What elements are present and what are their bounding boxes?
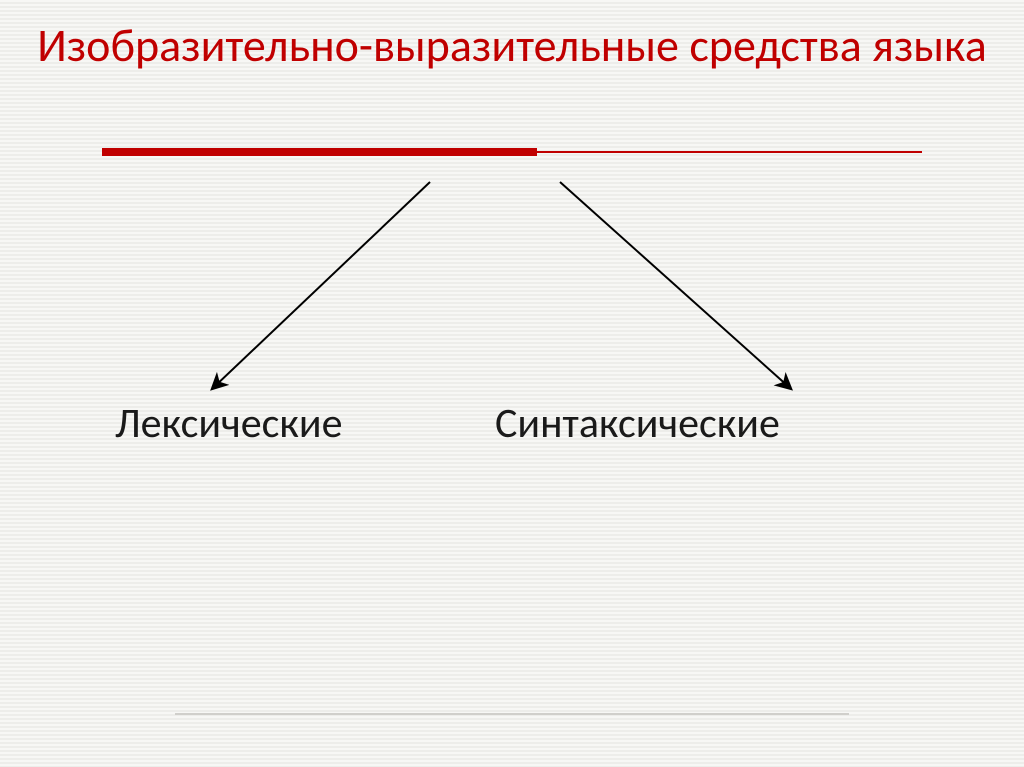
slide-title: Изобразительно-выразительные средства яз… [0,20,1024,73]
arrow-left [213,182,430,388]
title-underline-thin [537,151,922,153]
arrow-right [560,182,790,388]
footer-divider [175,713,849,715]
title-underline-thick [102,148,537,156]
title-underline [102,148,922,156]
arrows-svg [0,0,1024,767]
label-left: Лексические [115,398,342,449]
slide: Изобразительно-выразительные средства яз… [0,0,1024,767]
label-right: Синтаксические [495,398,780,449]
